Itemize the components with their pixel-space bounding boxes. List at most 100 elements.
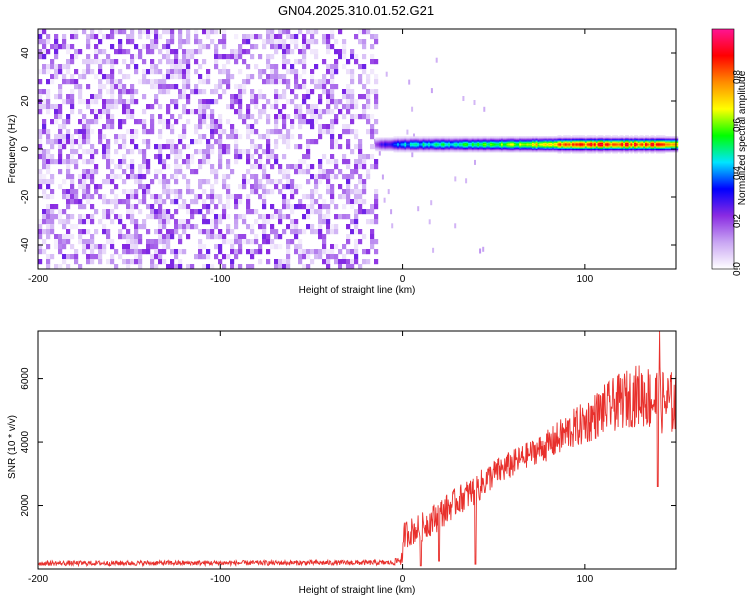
spectrogram-cell [375, 149, 378, 152]
spectrogram-cell [632, 143, 635, 146]
spectrogram-cell [626, 142, 629, 144]
spectrogram-cell [429, 150, 433, 153]
spectrogram-cell [306, 39, 311, 45]
spectrogram-cell [402, 141, 405, 143]
spectrogram-cell [646, 150, 649, 153]
spectrogram-cell [330, 174, 335, 180]
spectrogram-cell [158, 134, 163, 140]
spectrogram-cell [114, 264, 119, 270]
spectrogram-cell [66, 59, 71, 65]
spectrogram-cell [431, 137, 434, 140]
spectrogram-cell [50, 64, 55, 70]
spectrogram-cell [66, 234, 71, 240]
spectrogram-cell [106, 74, 111, 80]
spectrogram-cell [298, 124, 303, 130]
spectrogram-cell [508, 138, 511, 141]
spectrogram-cell [648, 140, 651, 142]
spectrogram-cell [599, 137, 602, 140]
spectrogram-cell [473, 141, 476, 143]
spectrogram-cell [634, 143, 637, 146]
spectrogram-cell [657, 141, 660, 143]
spectrogram-cell [663, 146, 666, 148]
spectrogram-cell [234, 109, 239, 115]
spectrogram-cell [595, 143, 598, 146]
spectrogram-cell [310, 69, 315, 75]
spectrogram-cell [110, 29, 115, 35]
spectrogram-cell [274, 64, 279, 70]
spectrogram-cell [570, 150, 573, 153]
spectrogram-cell [282, 259, 287, 265]
spectrogram-cell [234, 149, 239, 155]
spectrogram-cell [246, 34, 251, 40]
spectrogram-cell [318, 114, 323, 120]
spectrogram-cell [550, 144, 553, 147]
spectrogram-cell [661, 137, 664, 140]
spectrogram-cell [495, 146, 498, 148]
spectrogram-cell [583, 136, 586, 138]
spectrogram-cell [468, 143, 471, 146]
spectrogram-cell [374, 249, 379, 255]
spectrogram-cell [334, 39, 339, 45]
spectrogram-cell [262, 189, 267, 195]
spectrogram-cell [590, 137, 593, 140]
spectrogram-cell [440, 144, 444, 147]
spectrogram-cell [190, 54, 195, 60]
spectrogram-cell [230, 244, 235, 250]
spectrogram-cell [138, 249, 143, 255]
spectrogram-cell [499, 143, 502, 146]
spectrogram-cell [634, 138, 637, 141]
spectrogram-cell [50, 214, 55, 220]
spectrogram-cell [302, 84, 307, 90]
spectrogram-cell [258, 249, 263, 255]
spectrogram-cell [58, 169, 63, 175]
spectrogram-cell [94, 54, 99, 60]
spectrogram-cell [258, 134, 263, 140]
spectrogram-cell [182, 79, 187, 85]
spectrogram-cell [238, 264, 243, 270]
spectrogram-cell [78, 109, 83, 115]
spectrogram-cell [170, 74, 175, 80]
spectrogram-cell [218, 159, 223, 165]
spectrogram-cell [597, 140, 600, 142]
spectrogram-cell [54, 74, 59, 80]
spectrogram-cell [457, 144, 460, 147]
spectrogram-cell [174, 249, 179, 255]
spectrogram-cell [238, 54, 243, 60]
spectrogram-cell [146, 229, 151, 235]
spectrogram-cell [546, 140, 549, 142]
spectrogram-cell [86, 129, 91, 135]
spectrogram-cell [448, 141, 451, 143]
spectrogram-cell [354, 254, 359, 260]
spectrogram-cell [146, 34, 151, 40]
spectrogram-cell [350, 249, 355, 255]
spectrogram-cell [566, 141, 569, 143]
spectrogram-cell [581, 140, 584, 142]
spectrogram-cell [230, 229, 235, 235]
spectrogram-cell [46, 159, 51, 165]
spectrogram-cell [238, 184, 243, 190]
spectrogram-cell [519, 147, 522, 149]
spectrogram-cell [497, 144, 500, 147]
spectrogram-cell [70, 174, 75, 180]
spectrogram-cell [330, 139, 335, 145]
spectrogram-cell [202, 159, 207, 165]
spectrogram-cell [82, 29, 87, 35]
spectrogram-cell [583, 149, 586, 152]
spectrogram-cell [537, 148, 540, 150]
spectrogram-cell [400, 150, 403, 153]
spectrogram-cell [619, 135, 622, 137]
spectrogram-cell [666, 142, 670, 144]
spectrogram-cell [599, 141, 602, 143]
spectrogram-cell [499, 142, 502, 144]
spectrogram-cell [511, 141, 515, 143]
spectrogram-cell [274, 69, 279, 75]
spectrogram-cell [564, 135, 567, 137]
spectrogram-cell [210, 219, 215, 225]
spectrogram-cell [466, 148, 469, 150]
spectrogram-cell [202, 219, 207, 225]
spectrogram-cell [528, 146, 531, 148]
spectrogram-cell [477, 138, 480, 141]
spectrogram-cell [354, 224, 359, 230]
spectrogram-cell [134, 44, 139, 50]
spectrogram-cell [612, 141, 615, 143]
